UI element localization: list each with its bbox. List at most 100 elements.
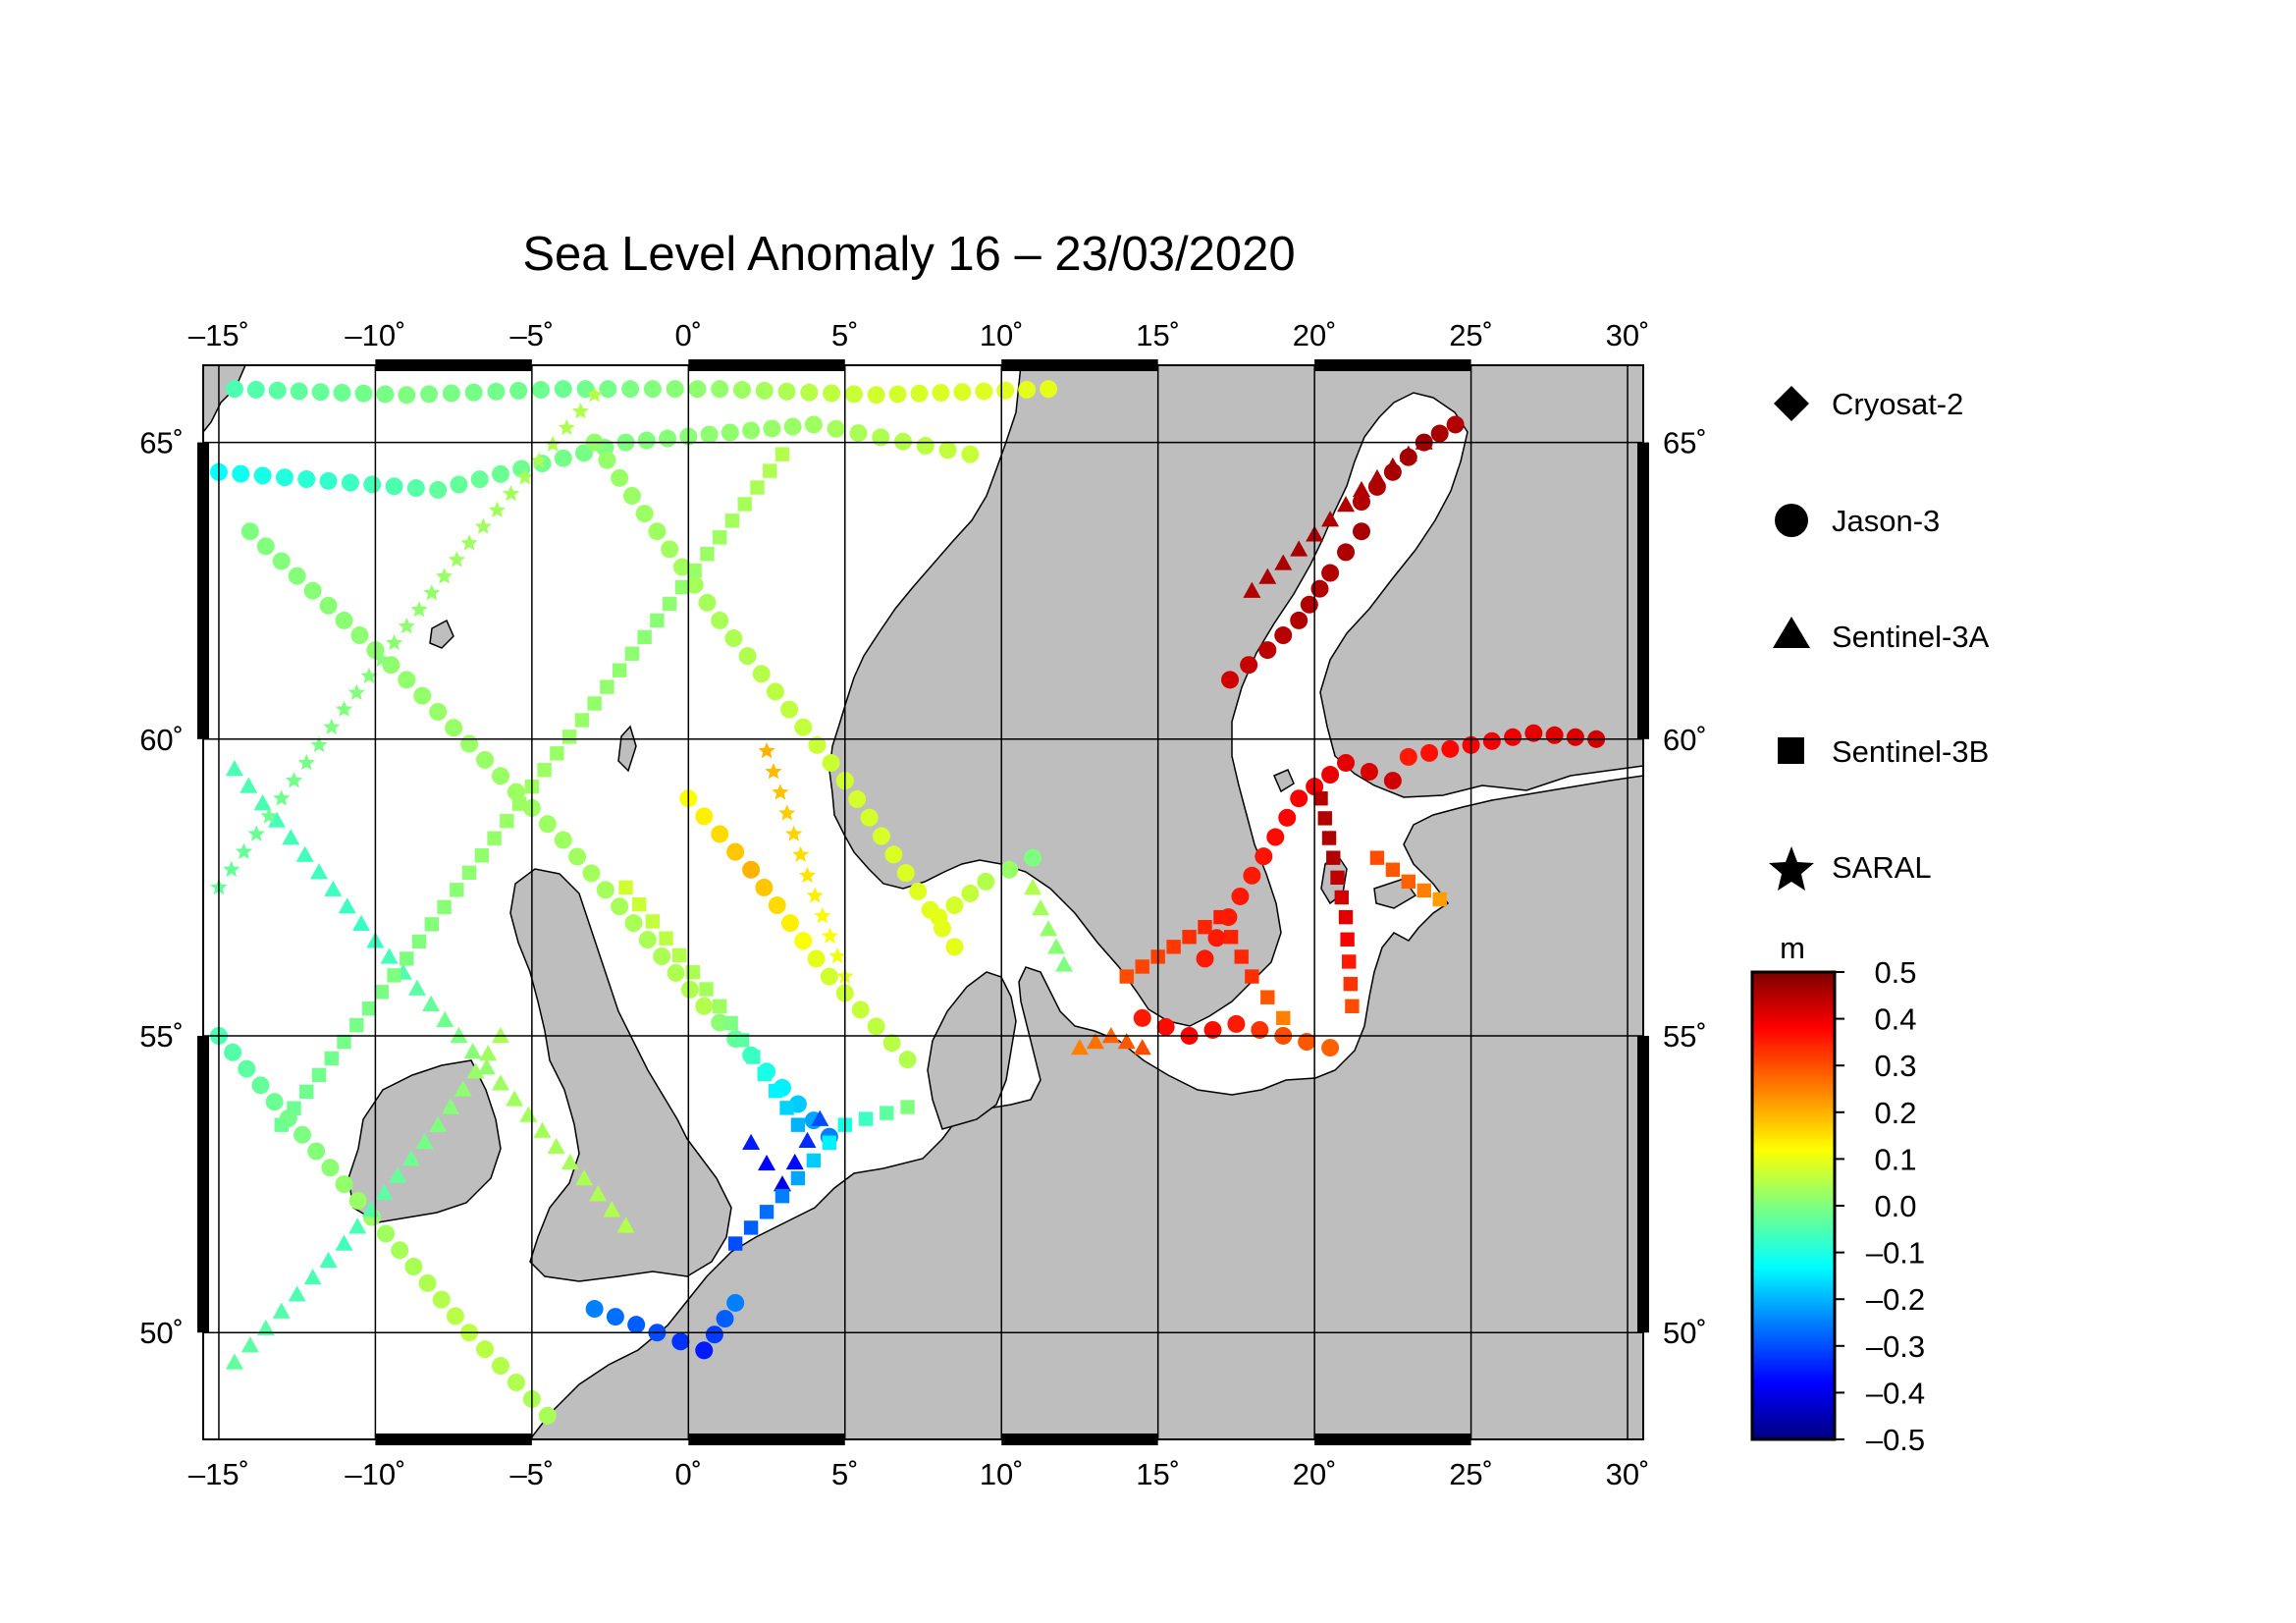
sla-point [410, 601, 428, 618]
sla-point [413, 686, 432, 705]
sla-point [568, 847, 587, 866]
sla-point [503, 485, 520, 502]
sla-point [672, 947, 687, 963]
latitude-label: 50˚ [139, 1316, 184, 1350]
frame-segment [375, 1434, 532, 1445]
sla-point [872, 827, 890, 845]
sla-point [783, 417, 802, 436]
sla-point [441, 1098, 459, 1114]
sla-point [311, 1067, 327, 1083]
sla-point [779, 1101, 794, 1115]
sla-point [1258, 641, 1277, 660]
sla-point [1399, 747, 1417, 766]
sla-point [586, 386, 604, 403]
sla-point [1274, 626, 1293, 645]
satellite-legend: Cryosat-2 Jason-3 Sentinel-3A Sentinel-3… [1769, 386, 1990, 891]
sla-point [896, 864, 915, 883]
sla-point [755, 878, 774, 896]
sla-point [627, 1316, 646, 1334]
sla-point [1198, 919, 1212, 935]
sla-point [474, 848, 490, 863]
sla-point [916, 437, 934, 456]
sla-point [448, 551, 465, 568]
latitude-labels-right: 50˚ 55˚ 60˚ 65˚ [1663, 426, 1707, 1351]
colorbar-tick-label: –0.4 [1866, 1376, 1925, 1410]
sla-point [699, 982, 714, 997]
sla-point [938, 441, 957, 460]
sla-point [953, 383, 972, 402]
sla-point [687, 563, 702, 578]
plot-area [197, 359, 1649, 1445]
sla-point [1337, 496, 1356, 513]
latitude-label: 50˚ [1663, 1316, 1707, 1350]
sla-point [585, 1300, 604, 1319]
sla-point [476, 750, 495, 769]
sla-point [1420, 743, 1439, 762]
sla-point [671, 1332, 690, 1351]
sla-point [653, 947, 671, 966]
sla-point [898, 1051, 917, 1069]
sla-point [844, 385, 863, 404]
sla-point [763, 463, 777, 478]
sla-point [450, 1026, 468, 1044]
sla-point [716, 1310, 734, 1328]
sla-point [256, 537, 275, 556]
sla-point [350, 626, 369, 645]
sla-point [821, 927, 838, 944]
sla-point [1321, 831, 1337, 845]
sla-point [488, 501, 506, 517]
sla-point [589, 1185, 608, 1202]
sla-point [1274, 554, 1293, 570]
sla-point [882, 1034, 901, 1053]
sla-point [867, 386, 885, 405]
sla-point [674, 579, 690, 595]
sla-point [1182, 930, 1197, 945]
colorbar-tick-label: –0.2 [1866, 1282, 1925, 1317]
sla-point [713, 530, 727, 545]
sla-point [1032, 899, 1050, 916]
sla-point [1207, 929, 1226, 947]
frame-segment [197, 442, 209, 739]
longitude-label: 30˚ [1606, 318, 1650, 352]
circle-icon [1775, 504, 1808, 537]
sla-point [550, 746, 564, 761]
sla-point [672, 558, 691, 576]
land-great-britain [509, 868, 732, 1282]
sla-point [680, 980, 699, 999]
colorbar: m 0.5 0.4 0.3 0.2 0.1 0.0 –0.1 –0.2 –0.3 –0.4 –0.5 [1750, 931, 1925, 1457]
sla-point [685, 965, 701, 980]
legend-item-sentinel-3b: Sentinel-3B [1778, 734, 1989, 769]
sla-point [373, 650, 391, 668]
sla-point [945, 938, 964, 956]
sla-point [811, 1109, 829, 1126]
sla-point [695, 1341, 714, 1360]
sla-point [275, 468, 294, 487]
sla-point [806, 887, 824, 903]
sla-point [297, 470, 316, 489]
sla-point [1221, 671, 1240, 689]
square-icon [1778, 737, 1804, 764]
longitude-label: –5˚ [509, 318, 554, 352]
sla-point [285, 772, 302, 788]
sla-point [491, 1357, 509, 1376]
sla-point [888, 385, 907, 404]
sla-point [1345, 999, 1360, 1013]
sla-point [759, 1205, 774, 1219]
sla-point [662, 596, 677, 612]
sla-point [337, 1034, 351, 1050]
sla-point [519, 1106, 538, 1122]
longitude-labels-bottom: –15˚ –10˚ –5˚ 0˚ 5˚ 10˚ 15˚ 20˚ 25˚ 30˚ [188, 1457, 1650, 1491]
sla-point [1432, 892, 1447, 907]
sla-point [479, 1045, 498, 1061]
sla-point [1251, 1020, 1269, 1039]
sla-point [1383, 457, 1402, 473]
sla-point [470, 470, 489, 489]
sla-point [319, 596, 338, 615]
sla-point [880, 1106, 894, 1120]
sla-point [766, 682, 784, 701]
sla-point [606, 1308, 624, 1326]
colorbar-tick-label: –0.5 [1866, 1423, 1925, 1457]
sla-point [800, 383, 819, 402]
sla-point [724, 514, 740, 528]
sla-point [1401, 874, 1416, 890]
